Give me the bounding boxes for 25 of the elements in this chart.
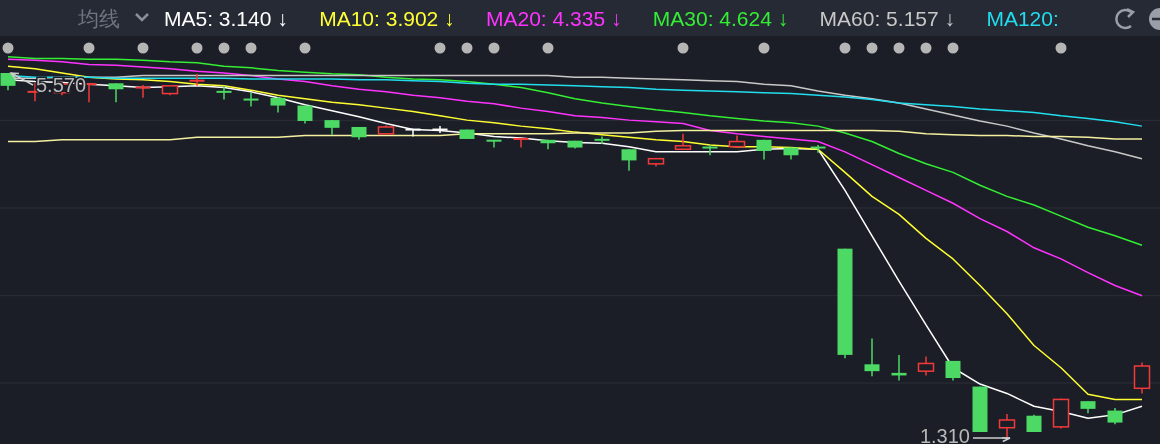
- candlestick: [108, 82, 124, 103]
- text: MA120:: [986, 7, 1059, 30]
- candlestick: [810, 144, 826, 154]
- candlestick: [486, 139, 502, 149]
- candlestick: [513, 137, 529, 149]
- candlestick: [594, 135, 610, 145]
- candlestick: [1133, 361, 1151, 395]
- annotation: 1.310: [919, 425, 970, 444]
- text: MA5: 3.140 ↓: [164, 7, 288, 30]
- text: MA10: 3.902 ↓: [319, 7, 455, 30]
- candlestick: [621, 148, 637, 172]
- candlestick: [243, 91, 259, 108]
- candlestick: [917, 355, 935, 377]
- candlestick: [702, 144, 718, 156]
- candlestick: [674, 133, 692, 151]
- text: MA30: 4.624 ↓: [652, 7, 789, 30]
- candlestick: [405, 128, 421, 138]
- legend-title: 均线: [77, 7, 120, 31]
- candlestick: [189, 73, 205, 87]
- candlestick: [135, 84, 151, 99]
- candlestick: [216, 85, 232, 101]
- candlestick: [864, 337, 880, 378]
- candlestick: [432, 125, 448, 134]
- text: MA20: 4.335 ↓: [486, 7, 622, 30]
- text: MA60: 5.157 ↓: [819, 7, 956, 30]
